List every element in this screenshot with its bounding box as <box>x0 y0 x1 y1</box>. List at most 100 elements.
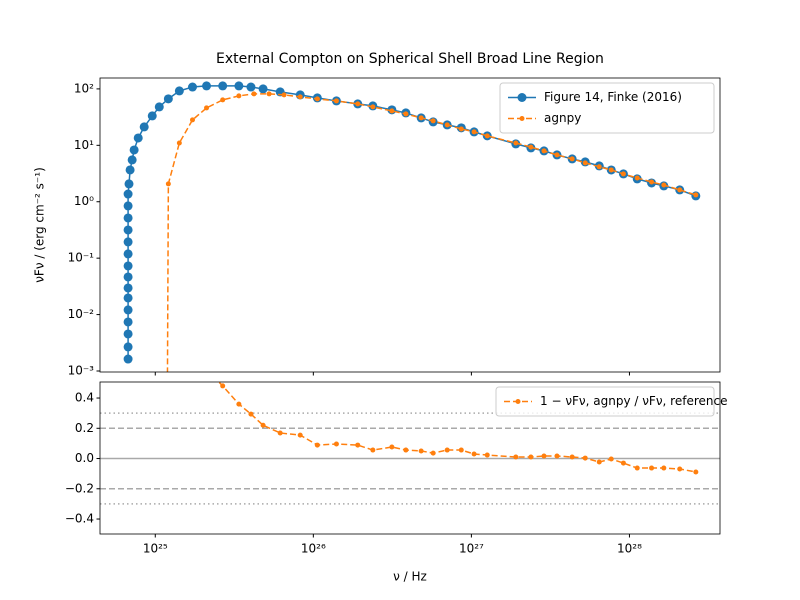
data-point <box>430 450 436 456</box>
data-point <box>370 447 376 453</box>
data-point <box>260 422 266 428</box>
x-tick-label: 10²⁶ <box>301 542 326 556</box>
data-point <box>484 133 490 139</box>
y-tick-label: 0.4 <box>75 391 94 405</box>
y-tick-label: 10² <box>74 81 94 95</box>
data-point <box>187 82 197 92</box>
data-point <box>165 181 171 187</box>
data-point <box>620 460 626 466</box>
data-point <box>218 81 228 91</box>
data-point <box>569 454 575 460</box>
data-point <box>513 140 519 146</box>
data-point <box>297 94 303 100</box>
data-point <box>123 237 133 247</box>
data-point <box>355 442 361 448</box>
data-point <box>634 465 640 471</box>
data-point <box>444 447 450 453</box>
data-point <box>123 283 133 293</box>
y-tick-label: 0.2 <box>75 421 94 435</box>
data-point <box>266 91 272 97</box>
data-point <box>220 97 226 103</box>
data-point <box>251 91 257 97</box>
data-point <box>471 451 477 457</box>
legend-marker <box>519 116 525 121</box>
data-point <box>471 129 477 135</box>
y-tick-label: 10⁰ <box>74 194 94 208</box>
data-point <box>123 189 133 199</box>
data-point <box>403 111 409 117</box>
data-point <box>569 156 575 162</box>
legend-marker <box>515 399 521 404</box>
data-point <box>123 305 133 315</box>
chart-title: External Compton on Spherical Shell Broa… <box>216 51 604 67</box>
data-point <box>528 144 534 150</box>
data-point <box>355 101 361 107</box>
data-point <box>204 367 209 372</box>
data-point <box>176 140 182 146</box>
data-point <box>123 225 133 235</box>
y-tick-label: 10¹ <box>74 138 94 152</box>
data-point <box>677 187 683 193</box>
y-tick-label: 10⁻³ <box>68 363 95 377</box>
legend-label: agnpy <box>544 111 581 125</box>
data-point <box>314 442 320 448</box>
data-point <box>333 98 339 104</box>
data-point <box>281 92 287 98</box>
data-point <box>661 182 667 188</box>
data-point <box>190 344 195 349</box>
data-point <box>554 453 560 459</box>
data-point <box>582 160 588 166</box>
x-tick-label: 10²⁷ <box>459 542 484 556</box>
data-point <box>258 84 268 94</box>
data-point <box>649 465 655 471</box>
data-point <box>314 96 320 102</box>
axes-frame <box>99 77 721 373</box>
series-line <box>166 93 697 372</box>
data-point <box>124 179 134 189</box>
data-point <box>133 133 143 143</box>
series-line <box>217 382 696 473</box>
data-point <box>246 82 256 92</box>
y-tick-label: 0.0 <box>75 451 94 465</box>
data-point <box>554 152 560 158</box>
y-tick-label: −0.2 <box>65 481 94 495</box>
axes-frame <box>99 381 721 535</box>
data-point <box>236 401 242 407</box>
data-point <box>444 122 450 128</box>
plot-area <box>123 81 701 430</box>
data-point <box>418 448 424 454</box>
y-axis-label: νFν / (erg cm⁻² s⁻¹) <box>33 167 47 283</box>
data-point <box>154 102 164 112</box>
data-point <box>123 342 133 352</box>
data-point <box>163 94 173 104</box>
data-point <box>418 115 424 121</box>
data-point <box>204 105 210 111</box>
y-tick-label: −0.4 <box>65 512 94 526</box>
data-point <box>582 455 588 461</box>
data-point <box>174 86 184 96</box>
data-point <box>125 165 135 175</box>
data-point <box>661 465 667 471</box>
data-point <box>165 425 170 430</box>
data-point <box>608 167 614 173</box>
data-point <box>220 383 226 389</box>
data-point <box>147 111 157 121</box>
data-point <box>123 329 133 339</box>
data-point <box>389 108 395 114</box>
data-point <box>139 122 149 132</box>
data-point <box>123 261 133 271</box>
data-point <box>123 213 133 223</box>
data-point <box>123 317 133 327</box>
data-point <box>541 453 547 459</box>
data-point <box>333 441 339 447</box>
data-point <box>370 104 376 110</box>
data-point <box>513 454 519 460</box>
data-point <box>634 175 640 181</box>
data-point <box>127 155 137 165</box>
y-tick-label: 10⁻¹ <box>68 251 95 265</box>
data-point <box>123 354 133 364</box>
data-point <box>236 93 242 99</box>
data-point <box>403 447 409 453</box>
data-point <box>596 459 602 465</box>
data-point <box>297 432 303 438</box>
